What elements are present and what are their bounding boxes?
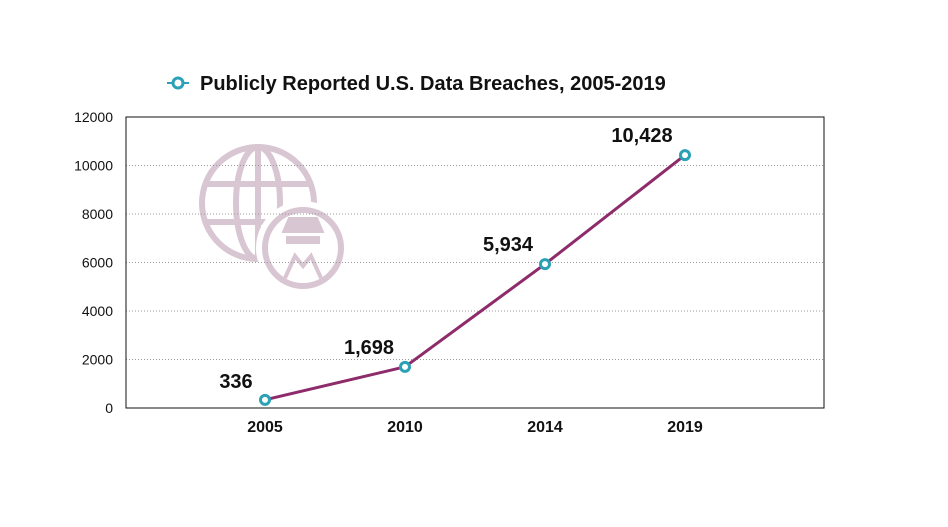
series-line [264,153,686,402]
y-tick-label: 8000 [82,206,113,222]
data-label: 1,698 [344,337,394,359]
data-label: 336 [219,371,252,393]
y-tick-label: 6000 [82,255,113,271]
plot-area: 0 2000 4000 6000 8000 10000 12000 2005 2010 2014 2… [74,109,825,436]
y-tick-label: 2000 [82,352,113,368]
x-tick-label: 2005 [247,419,283,436]
y-tick-label: 0 [105,400,113,416]
legend-marker-swatch [171,76,185,90]
legend: Publicly Reported U.S. Data Breaches, 20… [167,73,666,95]
x-tick-label: 2014 [527,419,563,436]
data-label: 10,428 [611,125,672,147]
y-tick-label: 4000 [82,303,113,319]
x-tick-label: 2010 [387,419,423,436]
y-tick-label: 10000 [74,158,113,174]
data-label: 5,934 [483,234,534,256]
data-point [679,149,691,162]
x-tick-label: 2019 [667,419,703,436]
data-point [399,360,411,373]
legend-label: Publicly Reported U.S. Data Breaches, 20… [200,73,666,95]
plot-frame [125,116,825,409]
globe-with-spy-icon [199,144,350,295]
data-point [259,393,271,406]
y-tick-label: 12000 [74,109,113,125]
data-point [539,258,551,271]
